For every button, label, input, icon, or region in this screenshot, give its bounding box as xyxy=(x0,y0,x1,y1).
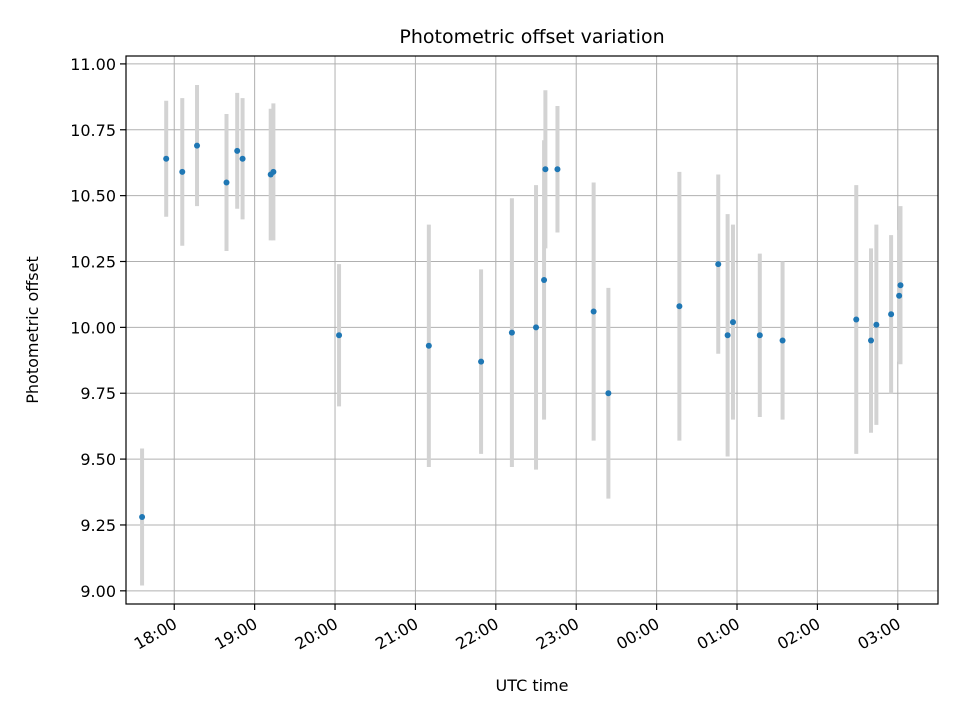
data-point xyxy=(756,332,763,339)
data-point xyxy=(729,319,736,326)
data-point xyxy=(194,142,201,149)
data-point xyxy=(239,155,246,162)
y-tick-label: 10.25 xyxy=(70,253,116,272)
y-tick-label: 9.75 xyxy=(80,384,116,403)
data-point xyxy=(179,168,186,175)
data-point xyxy=(542,166,549,173)
data-point xyxy=(336,332,343,339)
data-point xyxy=(554,166,561,173)
data-point xyxy=(223,179,230,186)
data-point xyxy=(715,261,722,268)
y-tick-label: 10.50 xyxy=(70,187,116,206)
data-point xyxy=(590,308,597,315)
data-point xyxy=(779,337,786,344)
y-tick-label: 11.00 xyxy=(70,55,116,74)
data-point xyxy=(676,303,683,310)
data-point xyxy=(533,324,540,331)
y-tick-label: 9.25 xyxy=(80,516,116,535)
data-point xyxy=(868,337,875,344)
data-points xyxy=(139,142,904,521)
y-axis-title: Photometric offset xyxy=(23,256,42,404)
data-point xyxy=(508,329,515,336)
grid xyxy=(126,56,938,604)
data-point xyxy=(853,316,860,323)
plot-area-frame xyxy=(125,55,939,605)
data-point xyxy=(163,155,170,162)
data-point xyxy=(541,276,548,283)
data-point xyxy=(873,321,880,328)
y-tick-label: 9.00 xyxy=(80,582,116,601)
data-point xyxy=(425,342,432,349)
x-axis-title: UTC time xyxy=(496,676,569,695)
data-point xyxy=(234,147,241,154)
data-point xyxy=(139,514,146,521)
data-point xyxy=(724,332,731,339)
data-point xyxy=(478,358,485,365)
chart-title: Photometric offset variation xyxy=(399,26,664,48)
y-axis-ticks: 9.00 9.25 9.50 9.75 10.00 10.25 10.50 10.75 11.0… xyxy=(70,55,126,601)
data-point xyxy=(896,292,903,299)
y-tick-label: 10.75 xyxy=(70,121,116,140)
data-point xyxy=(270,168,277,175)
y-tick-label: 9.50 xyxy=(80,450,116,469)
data-point xyxy=(605,390,612,397)
data-point xyxy=(897,282,904,289)
y-tick-label: 10.00 xyxy=(70,318,116,337)
data-point xyxy=(888,311,895,318)
